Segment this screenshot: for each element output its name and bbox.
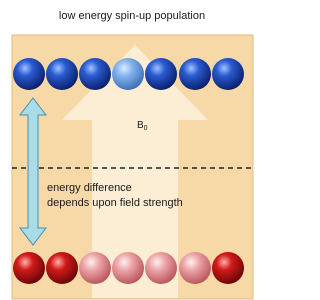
- field-subscript: 0: [144, 125, 148, 132]
- spin-down-particle: [179, 252, 211, 284]
- spin-up-particle: [112, 58, 144, 90]
- spin-down-particle: [145, 252, 177, 284]
- spin-up-particle: [79, 58, 111, 90]
- title: low energy spin-up population: [59, 10, 205, 22]
- diagram: low energy spin-up population B0 energy …: [0, 0, 265, 300]
- spin-down-particle: [112, 252, 144, 284]
- spin-down-particle: [13, 252, 45, 284]
- spin-down-particle: [79, 252, 111, 284]
- annotation-line: depends upon field strength: [47, 197, 183, 209]
- spin-up-particle: [46, 58, 78, 90]
- spin-up-particle: [212, 58, 244, 90]
- spin-up-particle: [179, 58, 211, 90]
- spin-up-particle: [13, 58, 45, 90]
- spin-up-particle: [145, 58, 177, 90]
- page: {"title": "low energy spin-up population…: [0, 0, 265, 300]
- spin-down-particle: [212, 252, 244, 284]
- spin-down-particle: [46, 252, 78, 284]
- annotation-line: energy difference: [47, 182, 132, 194]
